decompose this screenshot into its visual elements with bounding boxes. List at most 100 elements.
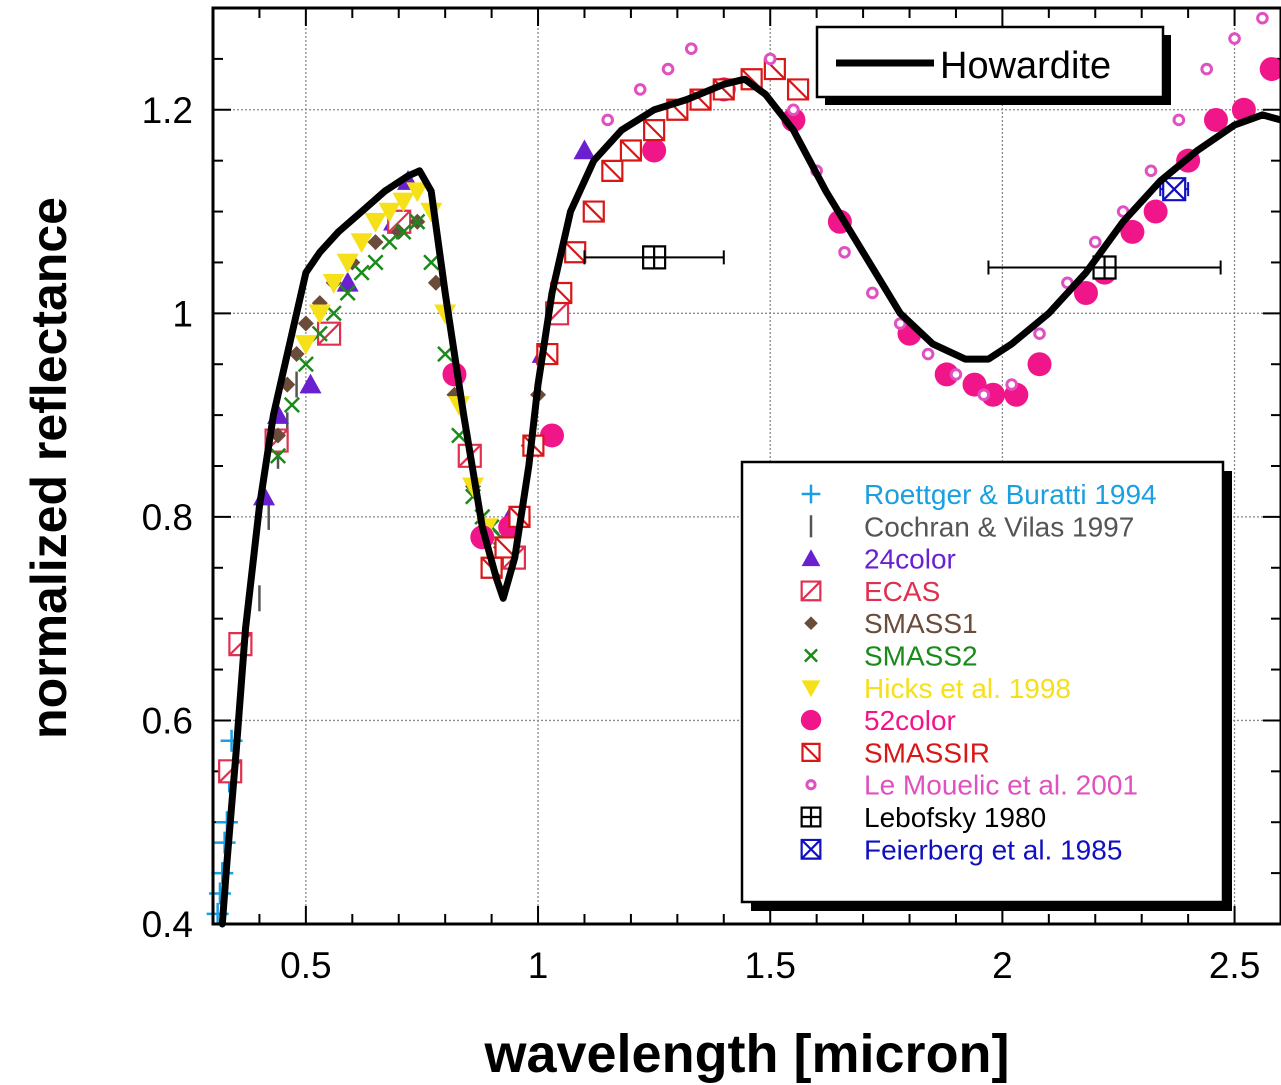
legend-entry: Cochran & Vilas 1997 xyxy=(809,511,1134,542)
data-point xyxy=(1256,11,1269,25)
y-tick-label: 1 xyxy=(172,293,193,334)
howardite-line xyxy=(218,75,1281,928)
legend-marker xyxy=(805,779,817,791)
legend-label: Cochran & Vilas 1997 xyxy=(864,511,1134,542)
series-10 xyxy=(583,245,1222,280)
legend-entry: 52color xyxy=(800,705,956,736)
legend-marker xyxy=(800,838,822,860)
data-point xyxy=(409,213,426,230)
data-point xyxy=(297,315,314,332)
data-point xyxy=(322,274,345,294)
data-point xyxy=(367,254,384,271)
legend-label: SMASS2 xyxy=(864,641,978,672)
x-tick-label: 1 xyxy=(528,945,549,986)
x-axis-label: wavelength [micron] xyxy=(483,1024,1009,1084)
legend-entry: SMASS1 xyxy=(804,608,978,639)
data-point xyxy=(308,304,331,325)
legend-label: Roettger & Buratti 1994 xyxy=(864,479,1157,510)
data-point xyxy=(539,423,564,448)
data-point xyxy=(619,139,643,162)
legend-marker xyxy=(800,709,822,731)
data-point xyxy=(1027,352,1052,377)
data-point xyxy=(573,139,596,160)
data-point xyxy=(1228,32,1241,45)
legend-marker xyxy=(801,680,821,698)
y-axis-label: normalized reflectance xyxy=(21,197,77,739)
line-layer xyxy=(218,75,1281,928)
data-point xyxy=(866,286,879,300)
legend-entry: Feierberg et al. 1985 xyxy=(800,834,1122,865)
legend-entry: Lebofsky 1980 xyxy=(800,802,1046,833)
data-point xyxy=(601,159,624,182)
data-point xyxy=(1120,219,1145,244)
legend-label: 52color xyxy=(864,705,956,736)
legend-marker xyxy=(804,616,818,630)
series-3 xyxy=(218,209,570,784)
data-point xyxy=(423,254,440,271)
data-point xyxy=(269,447,287,464)
data-point xyxy=(1088,235,1102,249)
series-9 xyxy=(601,11,1269,402)
legend-marker xyxy=(800,806,822,828)
data-point xyxy=(294,335,317,355)
x-tick-label: 0.5 xyxy=(280,945,331,986)
data-point xyxy=(582,200,605,223)
legend-marker xyxy=(803,648,819,663)
y-tick-label: 0.8 xyxy=(142,497,193,538)
data-point xyxy=(387,209,412,234)
plot-frame xyxy=(211,6,1281,926)
tick-layer xyxy=(212,7,1281,925)
data-point xyxy=(981,382,1006,407)
data-point xyxy=(353,264,370,281)
data-point xyxy=(350,233,373,254)
legend-label: ECAS xyxy=(864,576,940,607)
data-point xyxy=(1259,57,1281,82)
legend-label: SMASS1 xyxy=(864,608,978,639)
data-point xyxy=(311,325,328,342)
data-point xyxy=(1162,177,1187,202)
legend-marker xyxy=(800,580,822,602)
data-point xyxy=(297,356,314,373)
data-point xyxy=(684,42,698,56)
legend-label: Hicks et al. 1998 xyxy=(864,673,1071,704)
data-point xyxy=(763,52,777,66)
data-point xyxy=(367,234,384,251)
legend-label: 24color xyxy=(864,544,956,575)
data-point xyxy=(325,305,342,322)
data-point xyxy=(642,245,667,270)
legend-entry: Hicks et al. 1998 xyxy=(801,673,1071,704)
data-point xyxy=(786,78,810,101)
data-point xyxy=(787,103,800,117)
data-point xyxy=(1033,327,1046,340)
data-point xyxy=(378,202,401,223)
y-tick-label: 0.6 xyxy=(142,700,193,741)
data-point xyxy=(1073,280,1098,305)
legend-entry: Le Mouelic et al. 2001 xyxy=(805,770,1138,801)
data-point xyxy=(661,62,675,76)
data-point xyxy=(1144,164,1158,178)
data-point xyxy=(934,362,959,387)
series-legend-box xyxy=(740,460,1225,904)
x-tick-label: 1.5 xyxy=(744,945,795,986)
data-point xyxy=(283,396,301,414)
legend-entry: ECAS xyxy=(800,576,940,607)
legend-marker xyxy=(801,742,821,762)
data-point xyxy=(1005,378,1018,391)
x-tick-label: 2 xyxy=(992,945,1013,986)
series-7 xyxy=(442,57,1281,550)
data-point xyxy=(1092,255,1117,280)
legend-label: Le Mouelic et al. 2001 xyxy=(864,770,1138,801)
tick-label-layer: 0.5 1 1.5 2 2.5 0.4 0.6 0.8 1 1.2 xyxy=(142,90,1261,986)
data-point xyxy=(977,388,991,402)
data-point xyxy=(1203,107,1228,132)
data-point xyxy=(642,138,667,163)
data-point xyxy=(564,241,587,264)
data-point xyxy=(406,182,429,203)
line-legend-label: Howardite xyxy=(940,45,1111,87)
legend-label: Feierberg et al. 1985 xyxy=(864,834,1122,865)
data-point xyxy=(1143,199,1168,224)
data-point xyxy=(299,373,322,394)
data-point xyxy=(949,368,963,381)
